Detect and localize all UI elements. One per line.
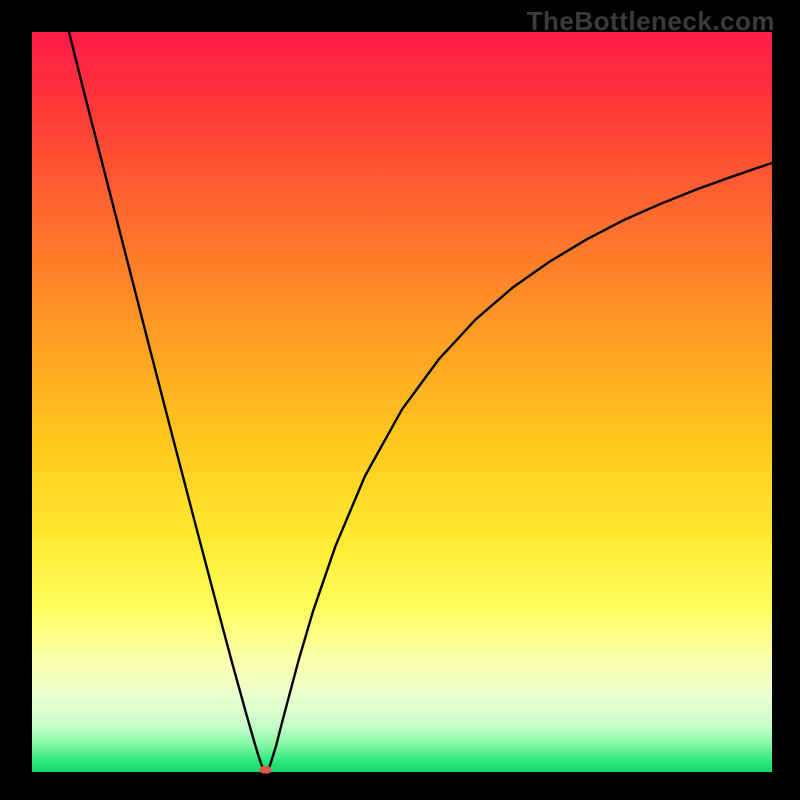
optimal-point-marker bbox=[260, 766, 272, 773]
chart-svg bbox=[0, 0, 800, 800]
watermark-text: TheBottleneck.com bbox=[527, 6, 775, 37]
plot-background bbox=[32, 32, 772, 772]
chart-canvas: TheBottleneck.com bbox=[0, 0, 800, 800]
